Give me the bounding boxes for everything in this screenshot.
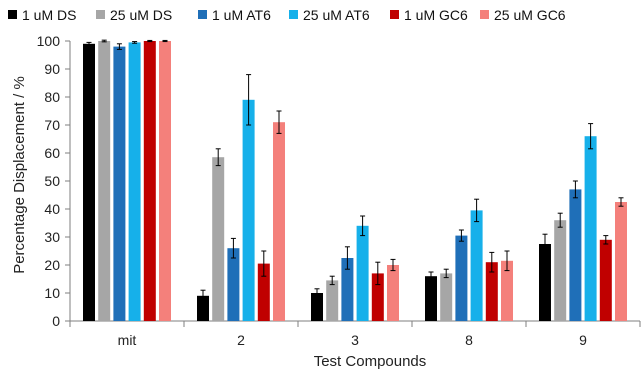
x-axis: mit 2 3 8 9 <box>69 320 641 348</box>
y-tick-label: 0 <box>52 313 60 329</box>
bar <box>159 41 171 321</box>
bar <box>143 41 156 321</box>
bar <box>257 263 270 321</box>
bar <box>242 99 255 321</box>
bar <box>326 280 339 321</box>
bar <box>584 136 597 321</box>
bar <box>273 122 285 321</box>
y-tick-label: 100 <box>37 33 61 49</box>
bar <box>83 43 95 322</box>
y-tick-label: 80 <box>44 89 60 105</box>
bar <box>212 157 225 321</box>
y-tick-label: 70 <box>44 117 60 133</box>
bar <box>455 235 468 321</box>
bar <box>425 276 437 321</box>
bar <box>113 46 126 321</box>
legend-label: 1 uM AT6 <box>212 7 271 23</box>
legend-label: 25 uM DS <box>110 7 172 23</box>
y-tick-label: 30 <box>44 229 60 245</box>
bar <box>470 210 483 321</box>
x-tick-label: 8 <box>465 332 473 348</box>
x-axis-title: Test Compounds <box>314 353 427 370</box>
bar <box>356 225 369 321</box>
bar <box>311 293 323 321</box>
bar <box>128 42 141 322</box>
bar <box>485 262 498 321</box>
legend-swatch <box>198 10 207 19</box>
bar <box>554 220 567 321</box>
legend-swatch <box>390 10 399 19</box>
y-tick-label: 50 <box>44 173 60 189</box>
y-axis-title: Percentage Displacement / % <box>11 76 28 274</box>
bar <box>197 295 209 321</box>
y-tick-label: 90 <box>44 61 60 77</box>
legend-swatch <box>8 10 17 19</box>
x-tick-label: 2 <box>237 332 245 348</box>
y-tick-label: 40 <box>44 201 60 217</box>
bar <box>371 273 384 321</box>
legend-swatch <box>96 10 105 19</box>
legend-label: 1 uM DS <box>22 7 76 23</box>
bar <box>227 248 240 321</box>
y-tick-label: 20 <box>44 257 60 273</box>
legend-swatch <box>289 10 298 19</box>
x-tick-label: 3 <box>351 332 359 348</box>
bar <box>569 189 582 321</box>
legend-label: 25 uM AT6 <box>303 7 370 23</box>
legend: 1 uM DS 25 uM DS 1 uM AT6 25 uM AT6 1 uM GC6… <box>8 7 566 23</box>
bar <box>501 260 513 321</box>
bars-area <box>83 39 627 322</box>
y-tick-label: 10 <box>44 285 60 301</box>
bar <box>599 239 612 321</box>
bar <box>539 244 551 321</box>
bar <box>387 265 399 321</box>
legend-label: 1 uM GC6 <box>404 7 468 23</box>
bar <box>98 41 111 321</box>
bar <box>341 258 354 321</box>
y-tick-label: 60 <box>44 145 60 161</box>
x-tick-label: mit <box>118 332 137 348</box>
x-tick-label: 9 <box>579 332 587 348</box>
legend-label: 25 uM GC6 <box>494 7 566 23</box>
y-axis: 0 10 20 30 40 50 60 70 80 90 100 <box>37 33 71 329</box>
bar <box>440 273 453 321</box>
legend-swatch <box>480 10 489 19</box>
bar <box>615 202 627 321</box>
